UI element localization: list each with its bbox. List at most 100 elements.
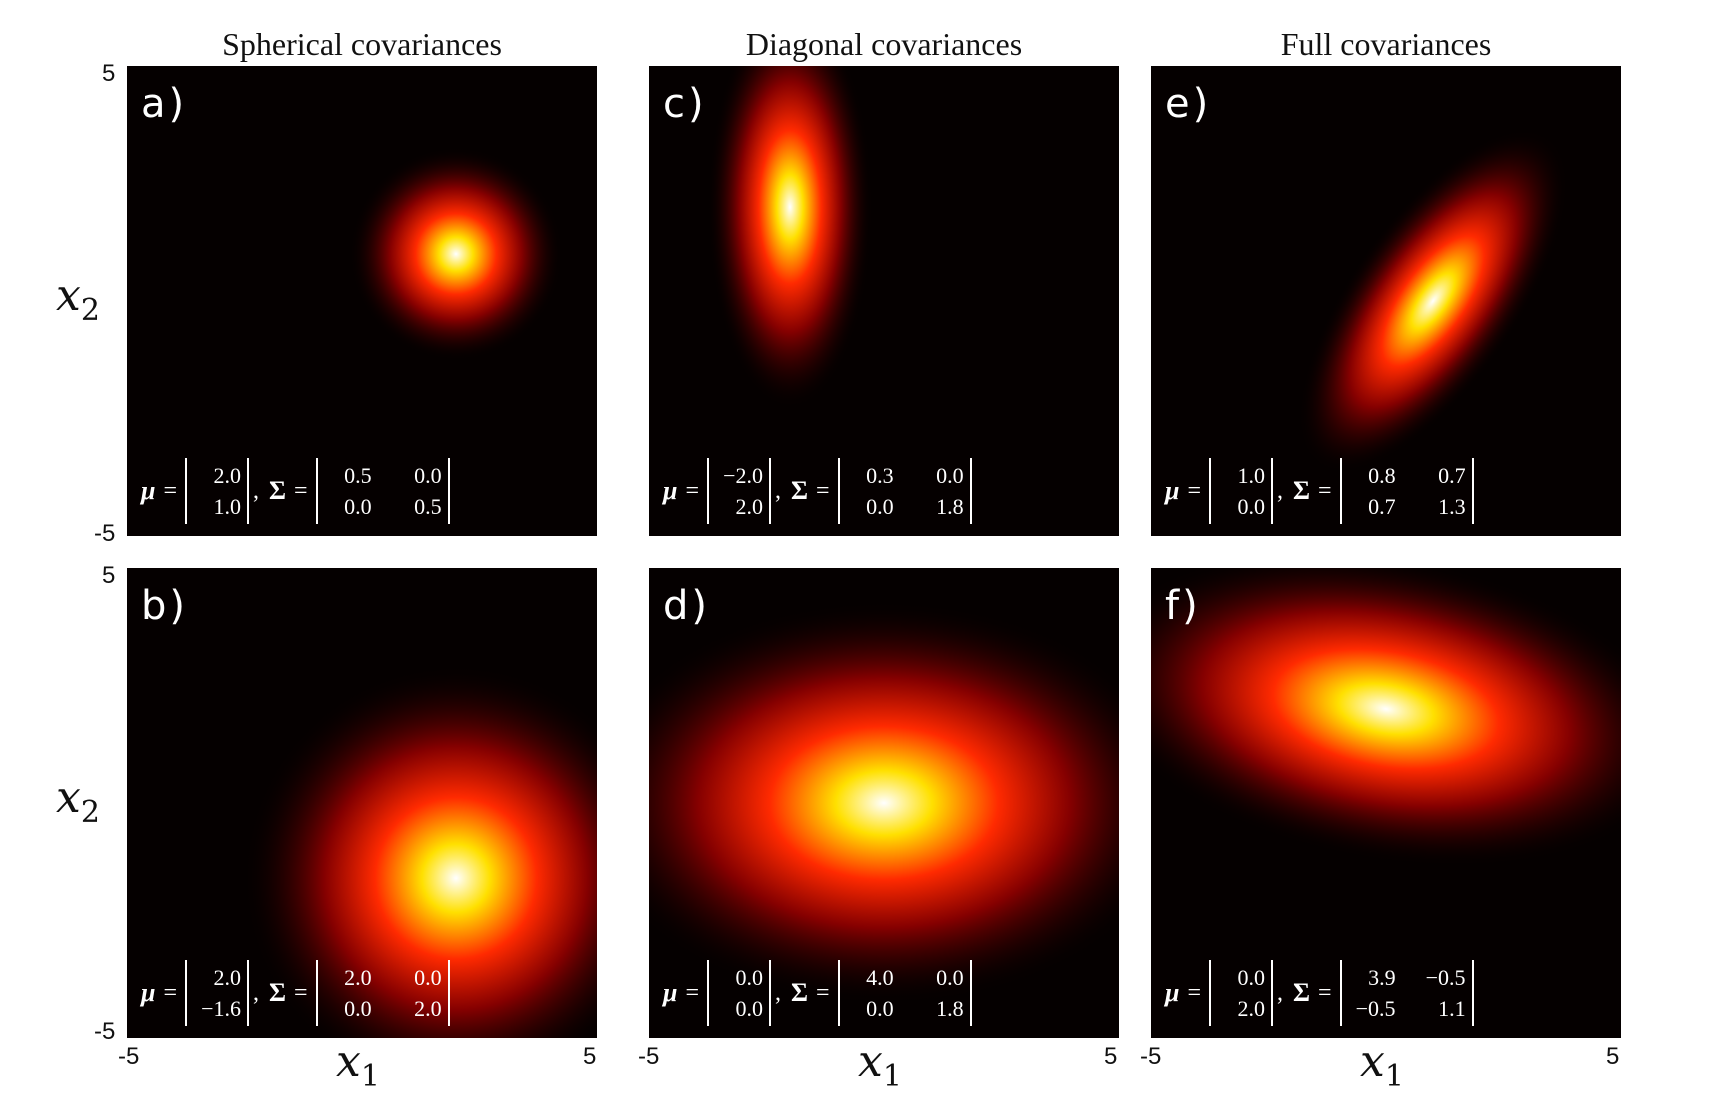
parameter-annotation-e: μ = 1.0 0.0, Σ = 0.8 0.7 0.7 1.3 [1165, 458, 1474, 524]
matrix-cell: 2.0 [1237, 996, 1266, 1021]
matrix-cell: 0.0 [1237, 965, 1266, 990]
sigma-symbol: Σ [791, 978, 809, 1007]
matrix-row: −2.0 [715, 460, 763, 491]
matrix-cell: 0.3 [866, 463, 894, 488]
sigma-symbol: Σ [1293, 476, 1311, 505]
matrix-row: 2.0 [193, 962, 242, 993]
matrix-row: 0.0 [715, 962, 764, 993]
matrix-cell: 1.8 [936, 996, 964, 1021]
equals-sign: = [816, 477, 830, 504]
matrix-row: −0.5 1.1 [1348, 993, 1466, 1024]
mu-symbol: μ [663, 476, 678, 505]
y-axis-label-bottom: x2 [56, 772, 100, 830]
panel-label-e: e) [1165, 81, 1212, 127]
matrix-row: 2.0 [1217, 993, 1266, 1024]
equals-sign: = [163, 979, 178, 1006]
matrix-cell: 0.0 [1237, 494, 1266, 519]
panel-f: f) μ = 0.0 2.0, Σ = 3.9 −0.5 −0.5 1.1 [1151, 568, 1621, 1038]
matrix-cell: 0.7 [1368, 494, 1396, 519]
matrix-row: −1.6 [193, 993, 241, 1024]
x-tick-max-col3: 5 [1606, 1043, 1620, 1070]
matrix-cell: 2.0 [414, 996, 442, 1021]
matrix-cell: 0.0 [866, 494, 894, 519]
matrix-cell: 0.0 [735, 996, 764, 1021]
equals-sign: = [294, 979, 308, 1006]
column-title-full: Full covariances [1280, 26, 1492, 62]
matrix-cell: 2.0 [213, 965, 242, 990]
matrix-row: 0.0 1.8 [846, 993, 964, 1024]
heatmap-d [649, 568, 1119, 1038]
matrix-cell: 1.3 [1438, 494, 1466, 519]
sigma-symbol: Σ [791, 476, 809, 505]
matrix-row: 0.0 0.5 [324, 491, 442, 522]
matrix-cell: 2.0 [344, 965, 372, 990]
matrix-cell: 0.5 [344, 463, 372, 488]
mu-symbol: μ [663, 978, 678, 1007]
matrix-cell: 0.0 [414, 965, 442, 990]
x-tick-min-col2: -5 [638, 1043, 660, 1070]
panel-label-d: d) [663, 583, 710, 629]
comma: , [1277, 477, 1284, 504]
gaussian-density-b [243, 665, 597, 1038]
matrix-row: 4.0 0.0 [846, 962, 964, 993]
equals-sign: = [685, 979, 700, 1006]
matrix-cell: 0.0 [866, 996, 894, 1021]
parameter-annotation-b: μ = 2.0 −1.6, Σ = 2.0 0.0 0.0 2.0 [141, 960, 450, 1026]
x-tick-min-col1: -5 [118, 1043, 140, 1070]
matrix-cell: 1.1 [1438, 996, 1466, 1021]
x-tick-max-col2: 5 [1104, 1043, 1118, 1070]
matrix-cell: 0.0 [344, 494, 372, 519]
mean-vector: 2.0 1.0 [185, 458, 250, 524]
matrix-row: 0.0 [1217, 491, 1266, 522]
matrix-row: 0.5 0.0 [324, 460, 442, 491]
sigma-symbol: Σ [1293, 978, 1311, 1007]
column-title-spherical: Spherical covariances [222, 26, 502, 62]
parameter-annotation-f: μ = 0.0 2.0, Σ = 3.9 −0.5 −0.5 1.1 [1165, 960, 1474, 1026]
covariance-matrix: 4.0 0.0 0.0 1.8 [837, 960, 972, 1026]
comma: , [775, 979, 782, 1006]
matrix-cell: 1.0 [213, 494, 242, 519]
heatmap-c [649, 66, 1119, 536]
matrix-cell: 0.0 [735, 965, 764, 990]
matrix-cell: 2.0 [735, 494, 764, 519]
gaussian-density-a [349, 147, 563, 361]
panel-c: c) μ = −2.0 2.0, Σ = 0.3 0.0 0.0 1.8 [649, 66, 1119, 536]
mu-symbol: μ [1165, 476, 1180, 505]
matrix-row: 0.8 0.7 [1348, 460, 1466, 491]
covariance-matrix: 0.3 0.0 0.0 1.8 [837, 458, 972, 524]
matrix-cell: −0.5 [1355, 996, 1396, 1021]
column-title-diagonal: Diagonal covariances [745, 26, 1023, 62]
matrix-cell: 0.0 [936, 965, 964, 990]
mean-vector: 0.0 2.0 [1209, 960, 1274, 1026]
x-axis-label-col1: x1 [336, 1036, 380, 1094]
covariance-matrix: 0.8 0.7 0.7 1.3 [1339, 458, 1474, 524]
matrix-row: 0.0 2.0 [324, 993, 442, 1024]
matrix-cell: 4.0 [866, 965, 894, 990]
matrix-cell: 0.7 [1438, 463, 1466, 488]
matrix-cell: 2.0 [213, 463, 242, 488]
matrix-row: 1.0 [193, 491, 242, 522]
mean-vector: 1.0 0.0 [1209, 458, 1274, 524]
matrix-row: 2.0 [715, 491, 764, 522]
panel-e: e) μ = 1.0 0.0, Σ = 0.8 0.7 0.7 1.3 [1151, 66, 1621, 536]
matrix-cell: −1.6 [201, 996, 242, 1021]
y-tick-min-bottom: -5 [94, 1018, 116, 1045]
matrix-cell: 0.0 [936, 463, 964, 488]
matrix-row: 3.9 −0.5 [1348, 962, 1466, 993]
parameter-annotation-a: μ = 2.0 1.0, Σ = 0.5 0.0 0.0 0.5 [141, 458, 450, 524]
x-axis-label-col3: x1 [1360, 1036, 1404, 1094]
panel-label-f: f) [1165, 583, 1201, 629]
mu-symbol: μ [1165, 978, 1180, 1007]
parameter-annotation-d: μ = 0.0 0.0, Σ = 4.0 0.0 0.0 1.8 [663, 960, 972, 1026]
mean-vector: 0.0 0.0 [707, 960, 772, 1026]
equals-sign: = [1187, 477, 1202, 504]
gaussian-density-c [707, 66, 873, 409]
panel-d: d) μ = 0.0 0.0, Σ = 4.0 0.0 0.0 1.8 [649, 568, 1119, 1038]
comma: , [253, 477, 260, 504]
mu-symbol: μ [141, 476, 156, 505]
equals-sign: = [294, 477, 308, 504]
gaussian-density-f [1151, 568, 1621, 867]
equals-sign: = [1318, 979, 1332, 1006]
gaussian-density-d [649, 601, 1119, 1005]
covariance-matrix: 2.0 0.0 0.0 2.0 [315, 960, 450, 1026]
